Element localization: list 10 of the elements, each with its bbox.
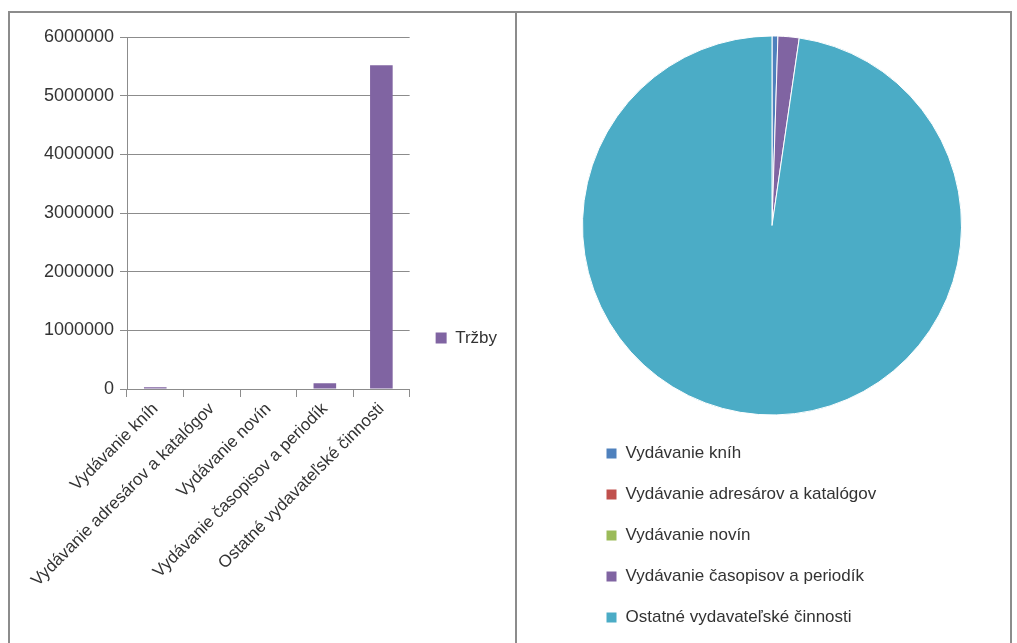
- y-tick-label: 2000000: [43, 260, 114, 281]
- legend-label: Ostatné vydavateľské činnosti: [625, 607, 852, 627]
- y-tick-label: 0: [103, 377, 114, 398]
- legend-label: Vydávanie novín: [625, 525, 751, 545]
- y-tick-label: 6000000: [43, 25, 114, 46]
- legend-label: Tržby: [455, 327, 498, 347]
- y-tick-label: 1000000: [43, 319, 114, 340]
- y-tick-label: 4000000: [43, 143, 114, 164]
- y-tick-label: 5000000: [43, 84, 114, 105]
- y-tick-label: 3000000: [43, 201, 114, 222]
